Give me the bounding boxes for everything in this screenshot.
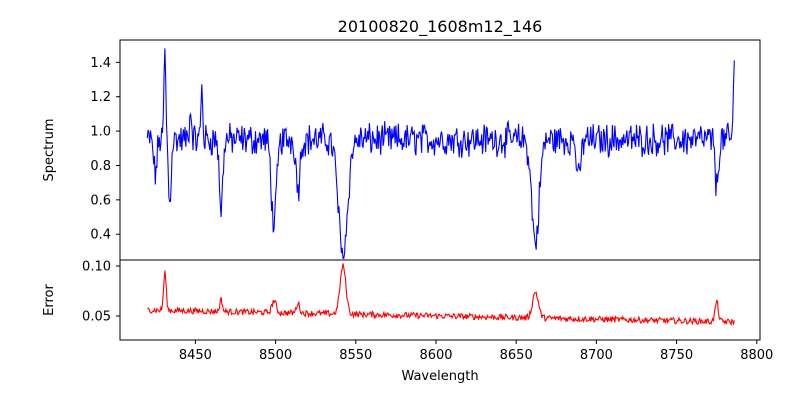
error-line xyxy=(147,263,735,327)
x-tick-label: 8650 xyxy=(500,348,533,363)
spectrum-line xyxy=(146,48,735,259)
x-tick-label: 8450 xyxy=(179,348,212,363)
spectrum-y-tick-label: 1.4 xyxy=(90,56,111,71)
x-tick-label: 8550 xyxy=(339,348,372,363)
spectrum-series xyxy=(146,48,735,259)
error-y-tick-label: 0.05 xyxy=(82,310,111,325)
spectrum-y-tick-label: 1.2 xyxy=(90,90,111,105)
x-tick-label: 8750 xyxy=(660,348,693,363)
spectrum-y-ticks: 0.4 0.6 0.8 1.0 1.2 1.4 xyxy=(90,56,120,243)
spectrum-y-label: Spectrum xyxy=(42,119,57,182)
error-panel: 0.05 0.10 8450 8500 8550 8600 8650 8700 8750 880… xyxy=(42,259,773,384)
spectrum-y-tick-label: 0.8 xyxy=(90,159,111,174)
x-tick-label: 8600 xyxy=(419,348,452,363)
chart-title: 20100820_1608m12_146 xyxy=(338,17,543,37)
x-tick-label: 8700 xyxy=(580,348,613,363)
error-series xyxy=(147,263,735,327)
x-tick-label: 8800 xyxy=(740,348,773,363)
x-axis-label: Wavelength xyxy=(401,369,478,384)
x-tick-label: 8500 xyxy=(259,348,292,363)
error-y-ticks: 0.05 0.10 xyxy=(82,260,120,325)
error-y-tick-label: 0.10 xyxy=(82,260,111,275)
error-axes-frame xyxy=(119,259,761,341)
spectrum-y-tick-label: 0.4 xyxy=(90,228,111,243)
error-y-label: Error xyxy=(42,284,57,316)
error-x-ticks: 8450 8500 8550 8600 8650 8700 8750 8800 xyxy=(179,340,773,363)
spectrum-y-tick-label: 1.0 xyxy=(90,125,111,140)
spectrum-panel: 0.4 0.6 0.8 1.0 1.2 1.4 Spectrum xyxy=(42,39,761,261)
spectrum-y-tick-label: 0.6 xyxy=(90,193,111,208)
